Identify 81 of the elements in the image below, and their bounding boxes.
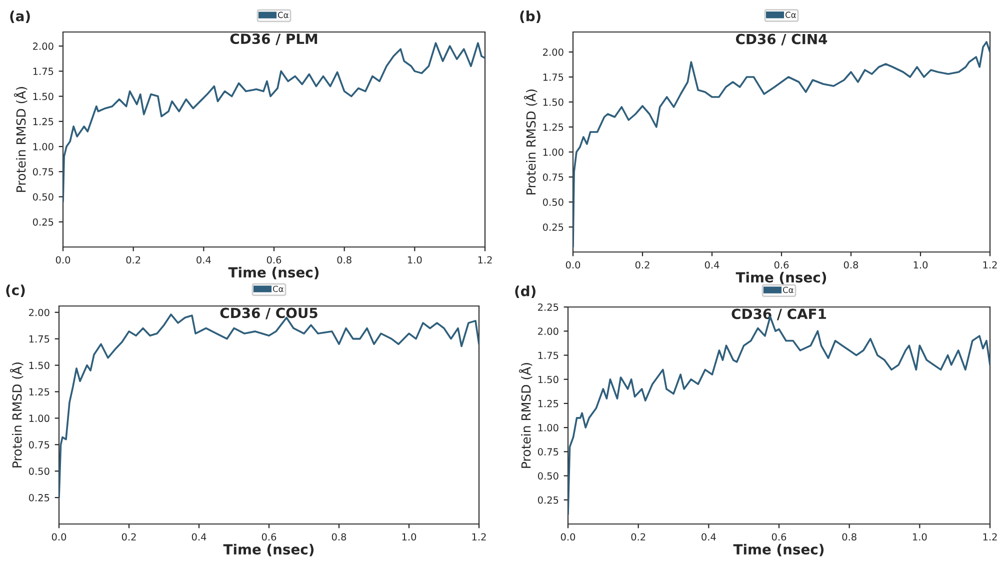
x-tick-label: 0.8 — [332, 533, 346, 541]
y-tick-label: 1.75 — [543, 74, 564, 81]
y-axis-title: Protein RMSD (Å) — [518, 363, 532, 468]
y-tick-label: 0.25 — [538, 496, 558, 504]
text: (b) — [520, 10, 540, 23]
y-tick-label: 1.25 — [538, 400, 558, 408]
x-tick-label: 0.2 — [126, 256, 140, 264]
y-tick-label: 1.25 — [543, 123, 564, 131]
y-axis-title: Protein RMSD (Å) — [524, 90, 538, 194]
x-tick-label: 0.8 — [844, 261, 858, 269]
x-axis-title: Time (nsec) — [733, 544, 824, 556]
y-tick-label: 2.00 — [29, 308, 50, 316]
x-tick-label: 1.2 — [983, 261, 997, 268]
y-tick-label: 2.00 — [543, 48, 564, 56]
x-tick-label: 0.2 — [635, 261, 650, 269]
y-tick-label: 1.75 — [33, 68, 54, 76]
x-tick-label: 0.6 — [772, 533, 786, 541]
y-tick-label: 1.25 — [29, 388, 50, 396]
y-tick-label: 1.50 — [543, 98, 564, 106]
x-tick-label: 1.2 — [983, 533, 997, 540]
x-axis-title: Time (nsec) — [736, 272, 826, 284]
x-tick-label: 0.0 — [56, 256, 70, 264]
x-tick-label: 0.4 — [192, 533, 206, 541]
x-tick-label: 0.4 — [196, 256, 211, 264]
x-tick-label: 0.0 — [560, 533, 576, 541]
y-tick-label: 0.75 — [542, 173, 564, 181]
y-tick-label: 1.00 — [29, 414, 50, 422]
y-axis-title: Protein RMSD (Å) — [14, 87, 28, 192]
x-tick-label: 0.2 — [122, 533, 136, 541]
x-tick-label: 0.4 — [702, 533, 716, 541]
y-tick-label: 0.75 — [538, 448, 558, 456]
y-tick-label: 1.25 — [33, 118, 54, 126]
x-axis-title: Time (nsec) — [228, 266, 319, 280]
x-tick-label: 0.2 — [631, 533, 646, 541]
y-tick-label: 0.25 — [542, 223, 564, 231]
y-tick-label: 0.50 — [28, 468, 50, 475]
x-tick-label: 0.0 — [52, 533, 66, 541]
chart-title: CD36 / CAF1 — [732, 308, 826, 320]
y-tick-label: 0.25 — [32, 218, 54, 226]
y-axis-title: Protein RMSD (Å) — [10, 362, 24, 468]
x-tick-label: 1.0 — [408, 256, 422, 264]
text: (a) — [10, 10, 30, 23]
y-tick-label: 1.00 — [543, 148, 564, 156]
text: (d) — [515, 286, 536, 298]
x-tick-label: 0.4 — [704, 261, 720, 269]
x-tick-label: 1.0 — [914, 261, 928, 269]
x-tick-label: 0.6 — [774, 261, 789, 269]
x-tick-label: 0.8 — [337, 256, 352, 264]
y-tick-label: 2.00 — [33, 42, 54, 50]
y-tick-label: 1.75 — [29, 335, 50, 343]
chart-title: CD36 / COU5 — [220, 308, 318, 320]
y-tick-label: 1.50 — [29, 362, 50, 370]
x-tick-label: 1.0 — [402, 533, 416, 541]
y-tick-label: 1.50 — [538, 376, 558, 384]
y-tick-label: 0.75 — [32, 168, 54, 176]
x-tick-label: 0.6 — [266, 256, 282, 264]
x-tick-label: 1.0 — [913, 533, 927, 541]
y-tick-label: 0.50 — [32, 193, 54, 201]
x-tick-label: 1.2 — [472, 533, 486, 540]
y-tick-label: 1.50 — [33, 92, 54, 100]
text: (c) — [6, 284, 25, 297]
y-tick-label: 0.75 — [28, 441, 50, 448]
y-tick-label: 0.50 — [538, 472, 558, 480]
chart-title: CD36 / CIN4 — [736, 34, 828, 46]
y-tick-label: 1.00 — [33, 143, 54, 150]
x-axis-title: Time (nsec) — [223, 544, 314, 556]
y-tick-label: 2.25 — [538, 303, 558, 311]
chart-title: CD36 / PLM — [230, 34, 318, 46]
y-tick-label: 1.00 — [538, 424, 558, 432]
x-tick-label: 0.8 — [842, 533, 856, 541]
y-tick-label: 0.25 — [28, 494, 50, 502]
legend-label: Cα — [782, 286, 794, 294]
y-tick-label: 2.00 — [538, 328, 558, 335]
legend-label: Cα — [272, 286, 284, 292]
legend-label: Cα — [785, 12, 796, 18]
legend-label: Cα — [278, 12, 288, 18]
x-tick-label: 0.6 — [262, 533, 276, 541]
y-tick-label: 1.75 — [538, 352, 558, 360]
y-tick-label: 0.50 — [542, 198, 564, 206]
x-tick-label: 0.0 — [566, 261, 580, 269]
x-tick-label: 1.2 — [478, 256, 492, 264]
